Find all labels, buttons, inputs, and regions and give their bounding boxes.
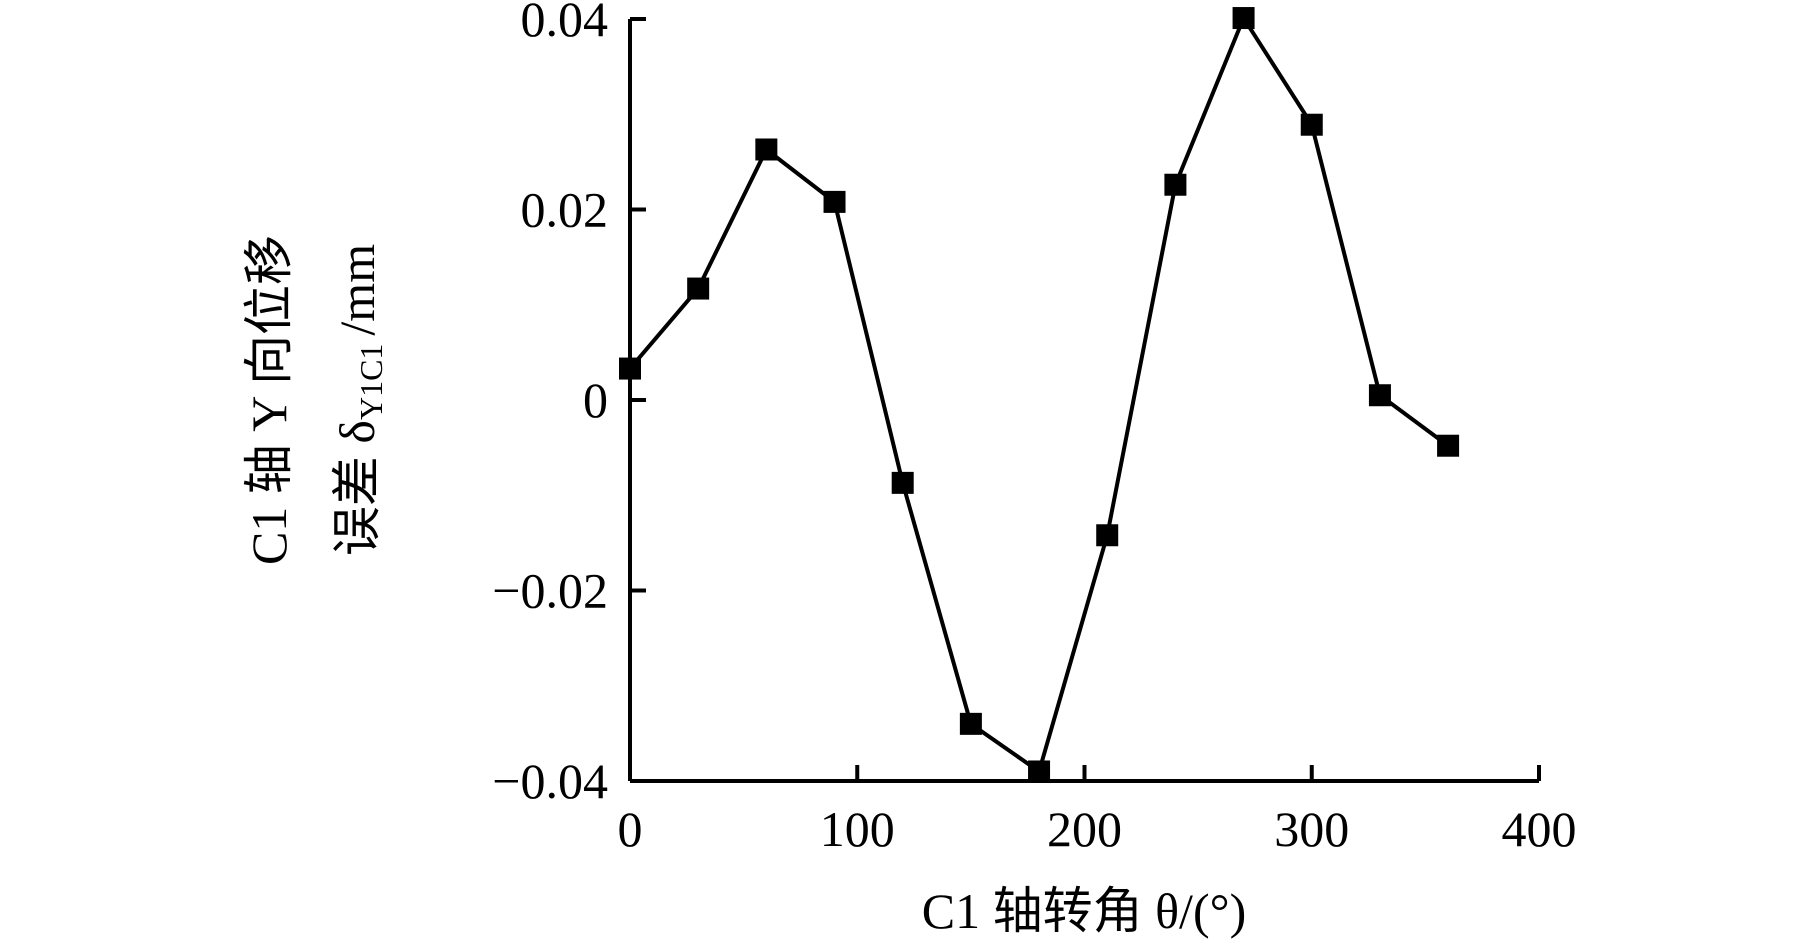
y-label-unit: /mm: [329, 244, 385, 336]
y-tick-label: 0.04: [521, 0, 609, 47]
x-tick-label: 100: [820, 801, 895, 857]
marker: [1096, 524, 1119, 547]
x-tick-label: 200: [1047, 801, 1122, 857]
y-label-main: 误差 δ: [329, 420, 385, 556]
marker: [1164, 173, 1187, 196]
marker: [755, 138, 778, 161]
y-tick-label: 0.02: [521, 182, 609, 238]
marker: [1028, 760, 1051, 783]
marker: [891, 471, 914, 494]
marker: [619, 357, 641, 380]
marker: [687, 277, 710, 300]
marker: [1232, 7, 1255, 30]
marker: [1368, 384, 1391, 407]
y-axis-label-line1: C1 轴 Y 向位移: [241, 235, 297, 565]
x-tick-label: 0: [618, 801, 643, 857]
y-tick-label: 0: [583, 372, 608, 428]
marker: [1300, 113, 1323, 136]
y-axis-label-line2: 误差 δY1C1/mm: [329, 244, 389, 556]
marker: [959, 712, 982, 735]
x-tick-label: 400: [1502, 801, 1577, 857]
marker: [823, 190, 846, 213]
x-tick-label: 300: [1274, 801, 1349, 857]
x-axis-label: C1 轴转角 θ/(°): [922, 883, 1247, 939]
y-axis-label: C1 轴 Y 向位移 误差 δY1C1/mm: [241, 235, 389, 565]
y-label-sub: Y1C1: [353, 344, 389, 420]
series-line: [628, 13, 1450, 775]
y-tick-label: −0.02: [492, 563, 608, 619]
y-tick-label: −0.04: [492, 753, 608, 809]
marker: [1437, 434, 1460, 457]
